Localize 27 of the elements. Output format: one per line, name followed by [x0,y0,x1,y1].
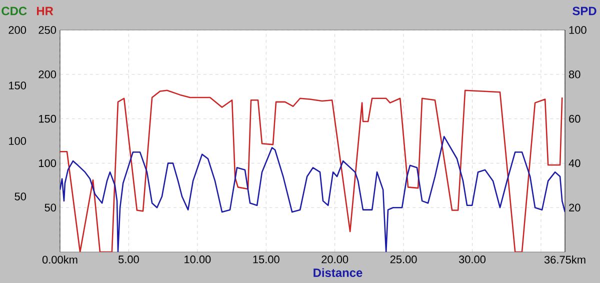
y3-tick-label: 50 [14,192,26,200]
y-axis-title: HR [36,6,54,16]
y2-tick-label: 100 [569,26,586,34]
x-tick-label: 36.75km [544,256,586,264]
y2-tick-label: 40 [568,159,580,168]
y3-axis-title: CDC [2,6,27,16]
y-tick-label: 150 [39,114,56,123]
x-tick-label: 15.00 [253,256,280,264]
x-tick-label: 10.00 [184,256,211,264]
x-tick-label: 25.00 [390,256,417,264]
x-axis-title: Distance [314,268,362,277]
y2-axis-title: SPD [572,6,596,16]
x-tick-label: 0.00km [42,256,78,264]
y-tick-label: 50 [44,204,56,212]
y-tick-label: 250 [38,26,56,34]
y2-tick-label: 20 [569,204,580,212]
y-tick-label: 100 [39,159,56,168]
y2-tick-label: 80 [568,70,580,78]
line-series [60,136,566,252]
y2-tick-label: 60 [569,114,580,123]
x-tick-label: 30.00 [458,256,486,264]
y3-tick-label: 200 [8,26,26,34]
x-tick-label: 5.00 [118,256,139,264]
y-tick-label: 200 [38,70,56,78]
y3-tick-label: 100 [9,137,26,145]
y3-tick-label: 150 [9,82,26,90]
x-tick-label: 20.00 [322,256,348,264]
